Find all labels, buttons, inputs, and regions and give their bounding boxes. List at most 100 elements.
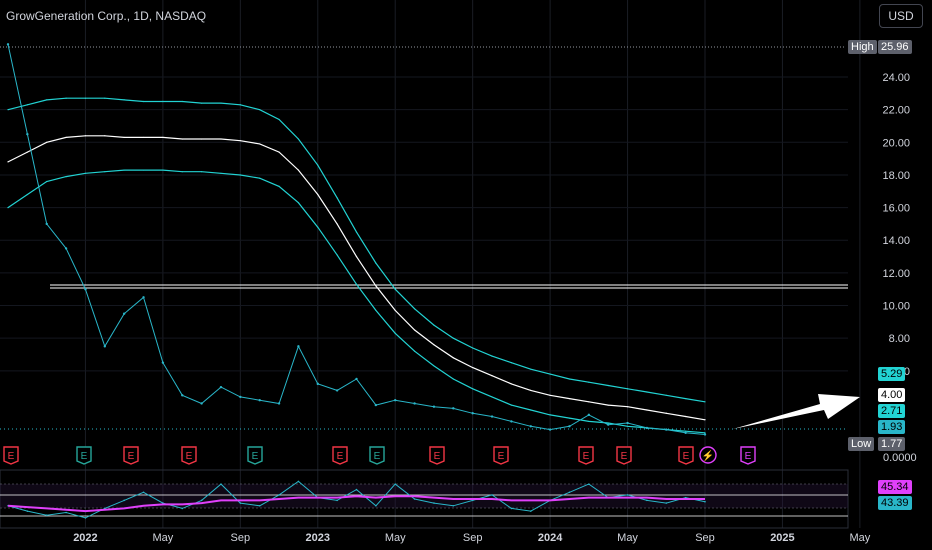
data-point [297, 345, 300, 348]
data-point [336, 223, 338, 225]
data-point [549, 373, 551, 375]
data-point [510, 404, 512, 406]
data-point [433, 344, 435, 346]
data-point [626, 421, 629, 425]
data-point [646, 409, 648, 411]
data-point [587, 413, 591, 417]
earnings-marker-icon[interactable] [678, 446, 694, 465]
data-point [278, 118, 280, 121]
rsi-point [84, 517, 87, 519]
data-point [413, 402, 416, 405]
event-marker-label: E [81, 451, 88, 462]
data-point [46, 180, 48, 183]
data-point [162, 136, 164, 139]
price-label-basis: 4.00 [878, 388, 906, 402]
data-point [317, 226, 319, 228]
rsi-value-label: 43.39 [878, 496, 912, 510]
rsi-point [278, 494, 280, 496]
data-point [7, 109, 9, 111]
envelope-lower-line [7, 169, 706, 434]
earnings-marker-icon[interactable] [493, 446, 509, 465]
earnings-marker-icon[interactable] [369, 446, 385, 465]
data-point [239, 395, 242, 399]
x-tick-label: Sep [231, 532, 251, 544]
earnings-marker-icon[interactable] [740, 446, 756, 465]
data-point [549, 414, 551, 416]
data-point [317, 164, 319, 166]
event-marker-label: E [498, 451, 505, 462]
earnings-marker-icon[interactable] [616, 446, 632, 465]
data-point [568, 417, 571, 419]
rsi-point [433, 502, 435, 504]
rsi-point [258, 504, 261, 507]
data-point [645, 426, 649, 430]
earnings-marker-icon[interactable] [3, 446, 19, 465]
rsi-point [452, 504, 455, 507]
y-tick-label: 12.00 [882, 268, 910, 280]
data-point [297, 202, 300, 204]
data-point [278, 185, 280, 187]
price-line [7, 44, 706, 435]
data-point [181, 100, 183, 103]
data-point [490, 415, 494, 418]
event-marker-label: E [745, 451, 752, 462]
series-layer [6, 43, 707, 436]
rsi-point [394, 483, 397, 485]
data-point [452, 337, 454, 339]
data-point [685, 415, 687, 418]
x-tick-label: Sep [695, 532, 715, 544]
earnings-marker-icon[interactable] [332, 446, 348, 465]
data-point [394, 398, 397, 402]
event-marker-label: ⚡ [702, 449, 714, 462]
data-point [355, 231, 358, 233]
x-axis: 2022 May Sep 2023 May Sep 2024 May Sep 2025 May [73, 532, 871, 544]
rsi-point [704, 500, 706, 503]
data-point [685, 430, 687, 432]
price-label-lower: 2.71 [878, 404, 906, 418]
data-point [375, 285, 377, 287]
data-point [665, 428, 668, 431]
earnings-marker-icon[interactable] [247, 446, 263, 465]
data-point [433, 324, 435, 326]
data-point [65, 136, 67, 139]
rsi-point [588, 483, 590, 485]
data-point [665, 412, 667, 414]
rsi-point [375, 504, 377, 507]
y-tick-label: 22.00 [882, 105, 910, 117]
high-value-tag: 25.96 [878, 40, 912, 54]
data-point [568, 425, 571, 428]
rsi-point [646, 499, 648, 502]
data-point [335, 389, 339, 392]
data-point [549, 394, 551, 396]
data-point [413, 350, 416, 352]
data-point [491, 375, 493, 377]
data-point [277, 402, 281, 405]
data-point [704, 401, 706, 403]
data-point [239, 140, 241, 142]
data-point [26, 104, 28, 106]
data-point [122, 312, 126, 315]
data-point [588, 420, 590, 423]
data-point [375, 262, 377, 264]
y-tick-label: 20.00 [882, 137, 910, 149]
rsi-ma-line [7, 495, 705, 513]
earnings-marker-icon[interactable] [76, 446, 92, 465]
data-point [568, 397, 571, 400]
data-point [220, 138, 222, 140]
earnings-marker-icon[interactable] [123, 446, 139, 465]
currency-button[interactable]: USD [879, 4, 923, 28]
data-point [181, 171, 183, 173]
split-marker-icon[interactable] [699, 446, 717, 464]
x-tick-label: 2024 [538, 532, 563, 544]
data-point [26, 193, 28, 196]
earnings-marker-icon[interactable] [429, 446, 445, 465]
data-point [64, 247, 68, 250]
earnings-marker-icon[interactable] [578, 446, 594, 465]
data-point [104, 135, 106, 137]
data-point [201, 102, 203, 104]
high-tag: High [848, 40, 877, 54]
data-point [161, 361, 165, 364]
earnings-marker-icon[interactable] [181, 446, 197, 465]
data-point [452, 378, 454, 380]
